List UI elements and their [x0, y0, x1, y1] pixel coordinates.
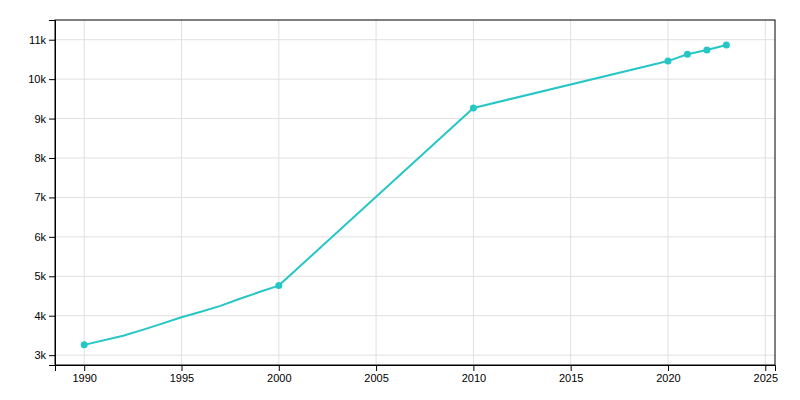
grid-line-x [84, 20, 85, 365]
grid-line-x [473, 20, 474, 365]
tick-mark [668, 365, 669, 371]
tick: 2005 [364, 365, 388, 384]
grid-line-y [55, 79, 775, 80]
marker [723, 41, 730, 48]
tick-label: 2020 [656, 372, 680, 384]
tick-label: 2025 [754, 372, 778, 384]
tick-label: 3k [34, 349, 46, 361]
tick-label: 4k [34, 310, 46, 322]
tick-label: 9k [34, 113, 46, 125]
line [84, 45, 726, 345]
tick: 2020 [656, 365, 680, 384]
tick-mark [765, 365, 766, 371]
grid-line-y [55, 236, 775, 237]
tick-mark [49, 40, 55, 41]
tick: 2025 [754, 365, 778, 384]
grid-line-y [55, 118, 775, 119]
marker [664, 58, 671, 65]
tick: 5k [34, 270, 55, 282]
grid-line-x [765, 20, 766, 365]
tick: 1995 [170, 365, 194, 384]
tick: 2010 [462, 365, 486, 384]
tick-mark [49, 237, 55, 238]
tick: 8k [34, 152, 55, 164]
tick: 9k [34, 113, 55, 125]
markers [81, 41, 730, 348]
tick-label: 7k [34, 191, 46, 203]
marker [470, 104, 477, 111]
tick: 1990 [72, 365, 96, 384]
tick-label: 1995 [170, 372, 194, 384]
tick-label: 2000 [267, 372, 291, 384]
tick-mark [49, 119, 55, 120]
tick-mark [49, 79, 55, 80]
grid-line-y [55, 315, 775, 316]
marker [275, 282, 282, 289]
tick-mark [49, 158, 55, 159]
grid-line-y [55, 276, 775, 277]
grid-line-y [55, 158, 775, 159]
grid-line-x [667, 20, 668, 365]
tick: 10k [28, 73, 55, 85]
tick: 2015 [559, 365, 583, 384]
tick-label: 6k [34, 231, 46, 243]
tick-label: 11k [29, 34, 46, 46]
chart: 1990 1995 2000 2005 2010 2015 2020 2025 3k 4k 5k 6k… [0, 0, 800, 400]
marker [81, 341, 88, 348]
tick-mark [473, 365, 474, 371]
tick: 11k [29, 34, 55, 46]
tick: 2000 [267, 365, 291, 384]
grid-line-x [570, 20, 571, 365]
tick-mark [49, 316, 55, 317]
grid [55, 20, 775, 365]
tick-label: 8k [34, 152, 46, 164]
tick-mark [279, 365, 280, 371]
tick-label: 10k [28, 73, 46, 85]
tick-mark [571, 365, 572, 371]
tick-label: 1990 [72, 372, 96, 384]
grid-line-y [55, 39, 775, 40]
tick-label: 5k [34, 270, 46, 282]
grid-line-x [181, 20, 182, 365]
grid-line-x [376, 20, 377, 365]
tick-mark [49, 355, 55, 356]
axis-line [56, 366, 776, 372]
grid-line-y [55, 197, 775, 198]
tick: 6k [34, 231, 55, 243]
tick-mark [84, 365, 85, 371]
x-axis: 1990 1995 2000 2005 2010 2015 2020 2025 [56, 365, 779, 384]
marker [703, 47, 710, 54]
tick: 3k [34, 349, 55, 361]
tick-label: 2015 [559, 372, 583, 384]
tick-mark [49, 197, 55, 198]
grid-line-y [55, 355, 775, 356]
plot-frame [55, 20, 775, 365]
tick: 7k [34, 191, 55, 203]
y-axis: 3k 4k 5k 6k 7k 8k 9k 10k 11k [28, 21, 55, 366]
tick-label: 2010 [462, 372, 486, 384]
grid-line-x [278, 20, 279, 365]
tick: 4k [34, 310, 55, 322]
plot: 1990 1995 2000 2005 2010 2015 2020 2025 3k 4k 5k 6k… [28, 20, 778, 384]
tick-mark [49, 276, 55, 277]
marks [81, 41, 730, 348]
tick-mark [181, 365, 182, 371]
tick-mark [376, 365, 377, 371]
marker [684, 51, 691, 58]
tick-label: 2005 [364, 372, 388, 384]
